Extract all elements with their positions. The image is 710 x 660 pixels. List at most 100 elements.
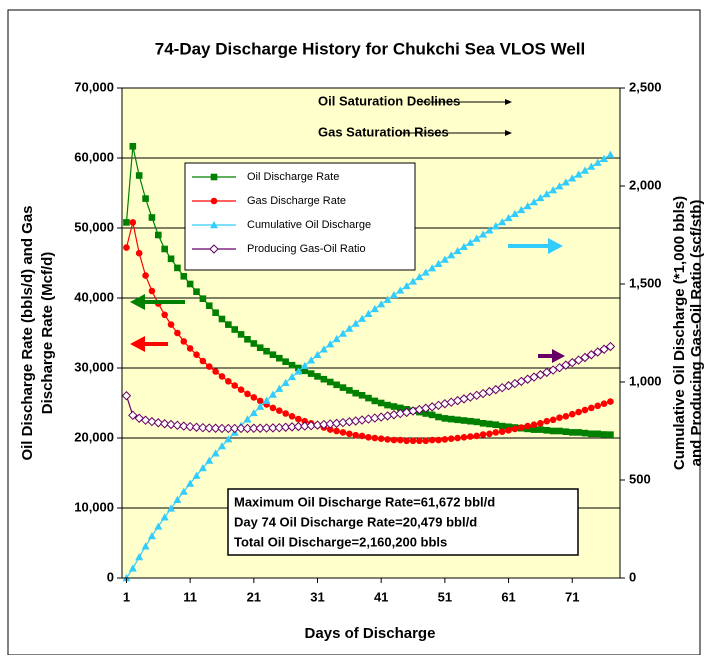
marker bbox=[129, 142, 137, 150]
marker bbox=[326, 340, 335, 348]
y-axis-label: Oil Discharge Rate (bbls/d) and Gas Disc… bbox=[19, 205, 56, 460]
marker bbox=[345, 324, 354, 332]
marker bbox=[199, 295, 207, 302]
annotation: Oil Saturation Declines bbox=[318, 93, 460, 108]
marker bbox=[268, 390, 277, 398]
marker bbox=[282, 410, 289, 417]
y2-tick-label: 0 bbox=[629, 569, 636, 584]
marker bbox=[339, 429, 347, 436]
marker bbox=[243, 415, 252, 423]
marker bbox=[492, 421, 500, 428]
marker bbox=[301, 417, 309, 425]
x-tick-label: 41 bbox=[374, 589, 388, 604]
marker bbox=[549, 427, 557, 435]
marker bbox=[605, 341, 616, 352]
marker bbox=[209, 244, 219, 254]
marker bbox=[186, 479, 195, 487]
marker bbox=[186, 280, 194, 288]
marker bbox=[256, 402, 265, 410]
marker bbox=[250, 340, 258, 347]
marker bbox=[548, 365, 558, 375]
chart-title: 74-Day Discharge History for Chukchi Sea… bbox=[155, 39, 586, 58]
marker bbox=[505, 427, 512, 434]
x-tick-label: 71 bbox=[565, 589, 579, 604]
marker bbox=[288, 413, 296, 420]
marker bbox=[396, 404, 404, 412]
x-tick-label: 11 bbox=[183, 589, 197, 604]
marker bbox=[599, 344, 609, 354]
marker bbox=[440, 255, 449, 263]
marker bbox=[554, 362, 565, 373]
marker bbox=[447, 435, 455, 443]
marker bbox=[530, 426, 538, 433]
series-layer bbox=[121, 142, 616, 582]
marker bbox=[192, 471, 201, 479]
marker bbox=[199, 357, 207, 365]
marker bbox=[415, 272, 424, 281]
marker bbox=[567, 357, 577, 368]
marker bbox=[460, 434, 468, 441]
marker bbox=[250, 394, 258, 401]
marker bbox=[249, 408, 258, 417]
marker bbox=[498, 422, 506, 430]
marker bbox=[416, 437, 423, 445]
marker bbox=[263, 347, 270, 355]
marker bbox=[249, 423, 259, 433]
marker bbox=[562, 428, 570, 435]
marker bbox=[346, 387, 353, 394]
marker bbox=[244, 336, 251, 343]
y2-axis-label: Cumulative Oil Discharge (*1,000 bbls) a… bbox=[671, 196, 705, 470]
marker bbox=[128, 564, 137, 572]
marker bbox=[396, 286, 405, 294]
marker bbox=[600, 154, 609, 162]
marker bbox=[371, 434, 379, 442]
marker bbox=[217, 423, 227, 434]
marker bbox=[160, 513, 169, 521]
marker bbox=[600, 431, 608, 438]
y-tick-label: 20,000 bbox=[74, 429, 114, 444]
marker bbox=[428, 411, 436, 419]
marker bbox=[370, 304, 379, 313]
annotation-arrowhead bbox=[505, 99, 512, 105]
marker bbox=[473, 432, 481, 440]
marker bbox=[434, 259, 443, 268]
marker bbox=[141, 542, 150, 550]
marker bbox=[580, 166, 589, 174]
marker bbox=[409, 437, 417, 445]
marker bbox=[594, 402, 602, 410]
marker bbox=[402, 281, 411, 290]
legend: Oil Discharge Rate Gas Discharge Rate Cumu… bbox=[184, 162, 416, 271]
legend-label: Gas Discharge Rate bbox=[247, 195, 346, 207]
marker bbox=[492, 429, 500, 436]
marker bbox=[204, 423, 214, 433]
marker bbox=[225, 321, 232, 328]
marker bbox=[275, 384, 284, 392]
x-tick-label: 51 bbox=[438, 589, 452, 604]
marker bbox=[211, 449, 220, 457]
marker bbox=[142, 272, 149, 279]
marker bbox=[594, 430, 602, 438]
marker bbox=[358, 432, 366, 440]
marker bbox=[517, 205, 526, 214]
marker bbox=[441, 415, 449, 422]
marker bbox=[549, 416, 557, 424]
marker bbox=[255, 423, 265, 433]
marker bbox=[543, 417, 551, 425]
marker bbox=[244, 390, 251, 398]
marker bbox=[479, 431, 487, 438]
marker bbox=[313, 350, 322, 358]
marker bbox=[135, 553, 144, 561]
marker bbox=[422, 410, 430, 417]
marker bbox=[193, 288, 200, 295]
marker bbox=[352, 431, 360, 439]
marker bbox=[161, 311, 168, 319]
marker bbox=[466, 238, 475, 246]
marker bbox=[172, 420, 183, 431]
marker bbox=[295, 415, 302, 423]
marker bbox=[173, 495, 182, 503]
marker bbox=[186, 345, 194, 352]
marker bbox=[185, 421, 195, 432]
y2-tick-label: 2,000 bbox=[629, 177, 662, 192]
marker bbox=[568, 410, 576, 418]
